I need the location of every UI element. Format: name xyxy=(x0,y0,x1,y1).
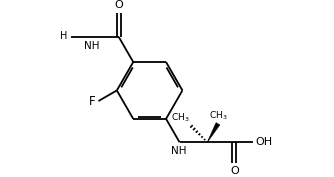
Text: CH$_3$: CH$_3$ xyxy=(209,109,227,122)
Text: OH: OH xyxy=(256,137,273,147)
Text: CH$_3$: CH$_3$ xyxy=(171,112,190,124)
Text: NH: NH xyxy=(171,146,186,156)
Text: F: F xyxy=(89,95,96,108)
Text: NH: NH xyxy=(84,41,100,51)
Text: H: H xyxy=(60,31,68,41)
Text: O: O xyxy=(230,166,239,176)
Text: O: O xyxy=(115,0,123,10)
Polygon shape xyxy=(207,123,220,142)
